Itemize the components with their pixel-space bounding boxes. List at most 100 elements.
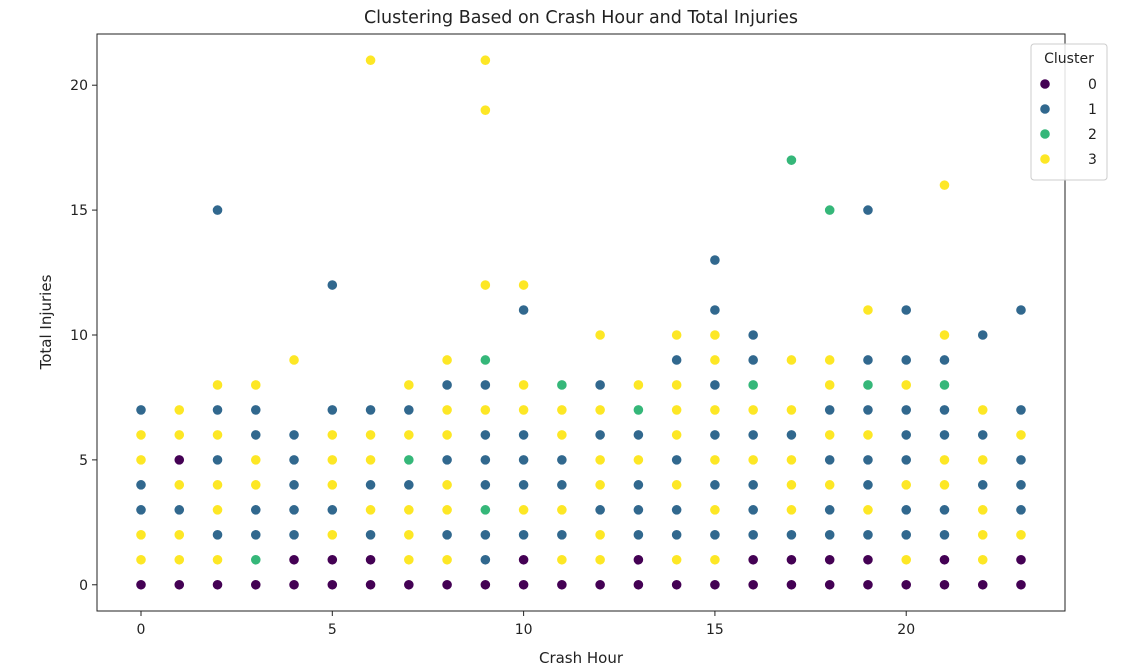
y-tick-label: 15 — [70, 203, 88, 219]
scatter-point-cluster-0 — [1015, 554, 1027, 566]
scatter-point-cluster-1 — [479, 429, 491, 441]
scatter-point-cluster-3 — [556, 429, 568, 441]
scatter-point-cluster-1 — [862, 529, 874, 541]
scatter-point-cluster-3 — [403, 529, 415, 541]
scatter-point-cluster-1 — [403, 479, 415, 491]
scatter-point-cluster-0 — [250, 579, 262, 591]
scatter-point-cluster-3 — [785, 404, 798, 416]
legend-marker-cluster-0 — [1039, 78, 1051, 90]
scatter-point-cluster-3 — [632, 379, 644, 391]
scatter-point-cluster-1 — [479, 479, 491, 491]
scatter-point-cluster-0 — [518, 579, 530, 591]
scatter-point-cluster-3 — [709, 454, 721, 466]
scatter-point-cluster-1 — [211, 204, 224, 216]
scatter-point-cluster-3 — [173, 429, 185, 441]
scatter-point-cluster-3 — [135, 554, 147, 566]
scatter-point-cluster-0 — [173, 579, 185, 591]
scatter-point-cluster-0 — [632, 554, 644, 566]
scatter-point-cluster-3 — [211, 504, 224, 516]
scatter-point-cluster-1 — [326, 279, 338, 291]
scatter-point-cluster-1 — [862, 479, 874, 491]
scatter-point-cluster-1 — [862, 354, 874, 366]
x-tick-label: 15 — [706, 622, 724, 638]
scatter-point-cluster-1 — [518, 529, 530, 541]
scatter-point-cluster-0 — [518, 554, 530, 566]
scatter-point-cluster-1 — [824, 529, 836, 541]
scatter-point-cluster-1 — [288, 429, 300, 441]
scatter-point-cluster-3 — [977, 404, 989, 416]
scatter-point-cluster-3 — [709, 404, 721, 416]
scatter-point-cluster-3 — [250, 454, 262, 466]
scatter-point-cluster-0 — [288, 554, 300, 566]
scatter-point-cluster-3 — [594, 554, 606, 566]
scatter-point-cluster-1 — [135, 504, 147, 516]
legend-entries: 0 1 2 3 — [1039, 77, 1097, 168]
legend-box — [1030, 43, 1108, 181]
scatter-point-cluster-0 — [441, 579, 453, 591]
scatter-point-cluster-3 — [364, 54, 377, 66]
scatter-point-cluster-1 — [709, 304, 721, 316]
legend-marker-cluster-2 — [1039, 128, 1051, 140]
scatter-point-cluster-3 — [403, 379, 415, 391]
scatter-point-cluster-3 — [709, 354, 721, 366]
scatter-point-cluster-3 — [211, 554, 224, 566]
scatter-point-cluster-0 — [403, 579, 415, 591]
scatter-point-cluster-1 — [250, 504, 262, 516]
y-tick-label: 10 — [70, 328, 88, 344]
scatter-point-cluster-1 — [250, 429, 262, 441]
scatter-point-cluster-1 — [747, 479, 759, 491]
scatter-point-cluster-1 — [556, 479, 568, 491]
scatter-point-cluster-3 — [518, 504, 530, 516]
scatter-point-cluster-3 — [135, 529, 147, 541]
scatter-point-cluster-1 — [977, 329, 989, 341]
scatter-point-cluster-3 — [671, 554, 683, 566]
scatter-point-cluster-3 — [556, 504, 568, 516]
scatter-point-cluster-3 — [785, 454, 798, 466]
scatter-point-cluster-2 — [403, 454, 415, 466]
scatter-point-cluster-0 — [135, 579, 147, 591]
scatter-point-cluster-3 — [441, 429, 453, 441]
scatter-point-cluster-1 — [1015, 479, 1027, 491]
scatter-point-cluster-3 — [977, 504, 989, 516]
scatter-point-cluster-0 — [938, 554, 951, 566]
scatter-point-cluster-1 — [709, 429, 721, 441]
scatter-point-cluster-1 — [594, 504, 606, 516]
scatter-point-cluster-1 — [556, 454, 568, 466]
scatter-point-cluster-0 — [364, 579, 377, 591]
scatter-point-cluster-3 — [900, 479, 912, 491]
scatter-point-cluster-3 — [556, 554, 568, 566]
legend-label-cluster-2: 2 — [1088, 127, 1097, 143]
scatter-point-cluster-1 — [1015, 404, 1027, 416]
scatter-point-cluster-0 — [785, 579, 798, 591]
scatter-point-cluster-1 — [938, 404, 951, 416]
scatter-point-cluster-3 — [211, 429, 224, 441]
scatter-point-cluster-1 — [900, 429, 912, 441]
scatter-point-cluster-1 — [938, 529, 951, 541]
scatter-point-cluster-3 — [326, 454, 338, 466]
scatter-point-cluster-1 — [288, 454, 300, 466]
x-axis: 0 5 10 15 20 — [137, 611, 915, 638]
scatter-point-cluster-1 — [862, 204, 874, 216]
scatter-point-cluster-1 — [709, 529, 721, 541]
scatter-point-cluster-1 — [479, 554, 491, 566]
scatter-point-cluster-1 — [326, 404, 338, 416]
scatter-point-cluster-1 — [288, 529, 300, 541]
scatter-point-cluster-3 — [747, 454, 759, 466]
scatter-point-cluster-3 — [250, 379, 262, 391]
scatter-point-cluster-3 — [900, 379, 912, 391]
scatter-point-cluster-1 — [747, 429, 759, 441]
scatter-point-cluster-1 — [135, 479, 147, 491]
scatter-point-cluster-1 — [824, 404, 836, 416]
points-layer — [135, 54, 1027, 591]
scatter-point-cluster-0 — [747, 554, 759, 566]
scatter-point-cluster-3 — [938, 454, 951, 466]
scatter-point-cluster-0 — [785, 554, 798, 566]
scatter-point-cluster-1 — [747, 529, 759, 541]
scatter-point-cluster-0 — [632, 579, 644, 591]
scatter-point-cluster-0 — [747, 579, 759, 591]
scatter-point-cluster-3 — [671, 379, 683, 391]
scatter-point-cluster-1 — [518, 429, 530, 441]
scatter-point-cluster-3 — [709, 504, 721, 516]
legend-title: Cluster — [1044, 51, 1094, 67]
